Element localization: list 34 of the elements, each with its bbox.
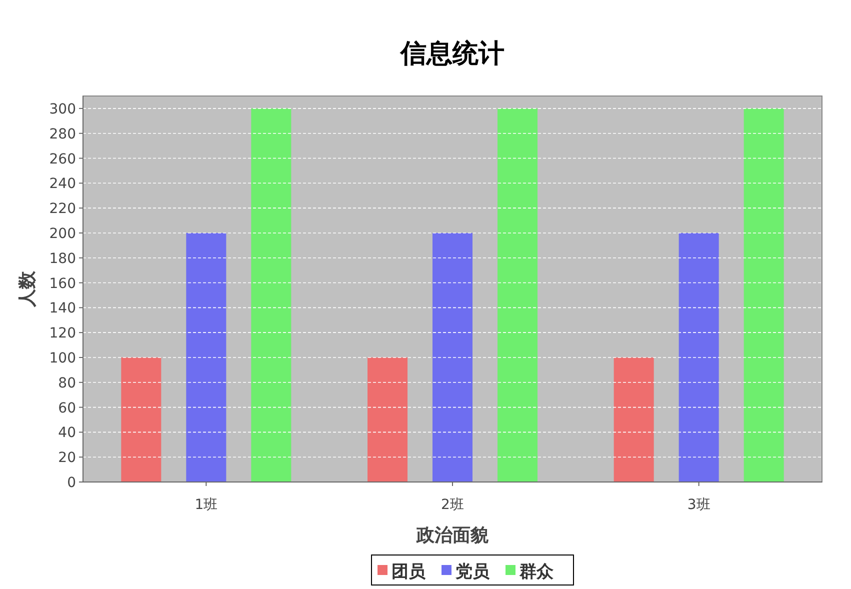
y-tick-label: 220 [49,201,76,218]
chart-title: 信息统计 [400,39,504,69]
bar [678,232,719,482]
y-tick-label: 280 [49,126,76,142]
y-tick-label: 100 [49,350,76,366]
y-tick-label: 140 [49,300,76,317]
x-tick-label: 1班 [194,497,218,513]
bar [432,232,472,482]
y-tick-label: 40 [58,425,76,442]
bar [498,108,538,482]
y-tick-label: 240 [49,176,76,192]
x-axis-title: 政治面貌 [416,525,490,546]
y-tick-label: 300 [49,101,76,118]
legend-label: 党员 [454,562,490,582]
bar [186,232,226,482]
x-tick-label: 3班 [687,497,710,513]
bar [614,357,654,482]
y-tick-label: 20 [58,450,76,466]
y-tick-label: 0 [67,475,76,491]
y-tick-label: 160 [49,276,76,292]
y-tick-label: 200 [49,226,76,242]
bar [368,357,408,482]
bar [121,357,162,482]
y-axis-title: 人数 [17,270,38,308]
bar [744,108,784,482]
y-tick-label: 60 [58,400,76,416]
legend-label: 团员 [392,562,426,582]
y-tick-label: 180 [49,250,76,267]
y-tick-label: 80 [58,375,76,392]
y-tick-label: 260 [49,151,76,168]
y-tick-label: 120 [49,326,76,342]
x-tick-label: 2班 [441,497,464,513]
bar [251,108,292,482]
legend-label: 群众 [518,562,554,582]
